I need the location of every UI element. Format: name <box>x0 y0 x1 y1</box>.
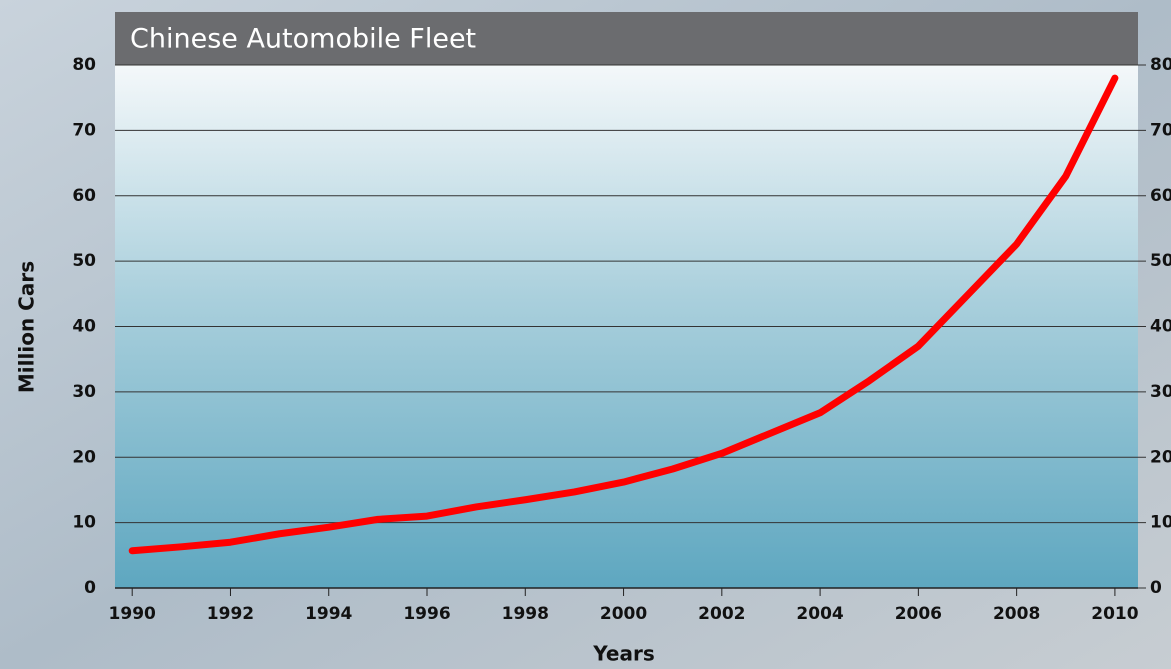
y-tick-label: 50 <box>72 251 96 271</box>
x-tick-label: 2002 <box>698 604 745 624</box>
x-axis-label: Years <box>592 642 654 666</box>
y2-tick-label: 0 <box>1150 578 1162 598</box>
y2-tick-label: 80 <box>1150 55 1171 75</box>
y-tick-label: 40 <box>72 317 96 337</box>
y-axis-label: Million Cars <box>15 261 39 393</box>
y-tick-label: 30 <box>72 382 96 402</box>
y-tick-label: 20 <box>72 447 96 467</box>
x-tick-label: 1998 <box>502 604 549 624</box>
y2-tick-label: 40 <box>1150 317 1171 337</box>
y-tick-label: 10 <box>72 513 96 533</box>
data-line <box>128 74 1119 555</box>
x-tick-label: 1992 <box>207 604 254 624</box>
x-tick-label: 2000 <box>600 604 647 624</box>
x-tick-label: 1990 <box>109 604 156 624</box>
y2-tick-label: 70 <box>1150 120 1171 140</box>
y-tick-label: 70 <box>72 120 96 140</box>
x-tick-label: 2006 <box>895 604 942 624</box>
y2-tick-label: 20 <box>1150 447 1171 467</box>
x-tick-label: 1996 <box>403 604 450 624</box>
x-tick-label: 1994 <box>305 604 352 624</box>
chart-title: Chinese Automobile Fleet <box>130 24 476 55</box>
y2-tick-label: 30 <box>1150 382 1171 402</box>
y2-tick-label: 60 <box>1150 186 1171 206</box>
x-tick-label: 2008 <box>993 604 1040 624</box>
y-tick-label: 60 <box>72 186 96 206</box>
title-bar <box>115 12 1138 65</box>
y-tick-label: 0 <box>84 578 96 598</box>
y-tick-label: 80 <box>72 55 96 75</box>
y2-tick-label: 10 <box>1150 513 1171 533</box>
x-tick-label: 2004 <box>796 604 843 624</box>
x-tick-label: 2010 <box>1091 604 1138 624</box>
y2-tick-label: 50 <box>1150 251 1171 271</box>
